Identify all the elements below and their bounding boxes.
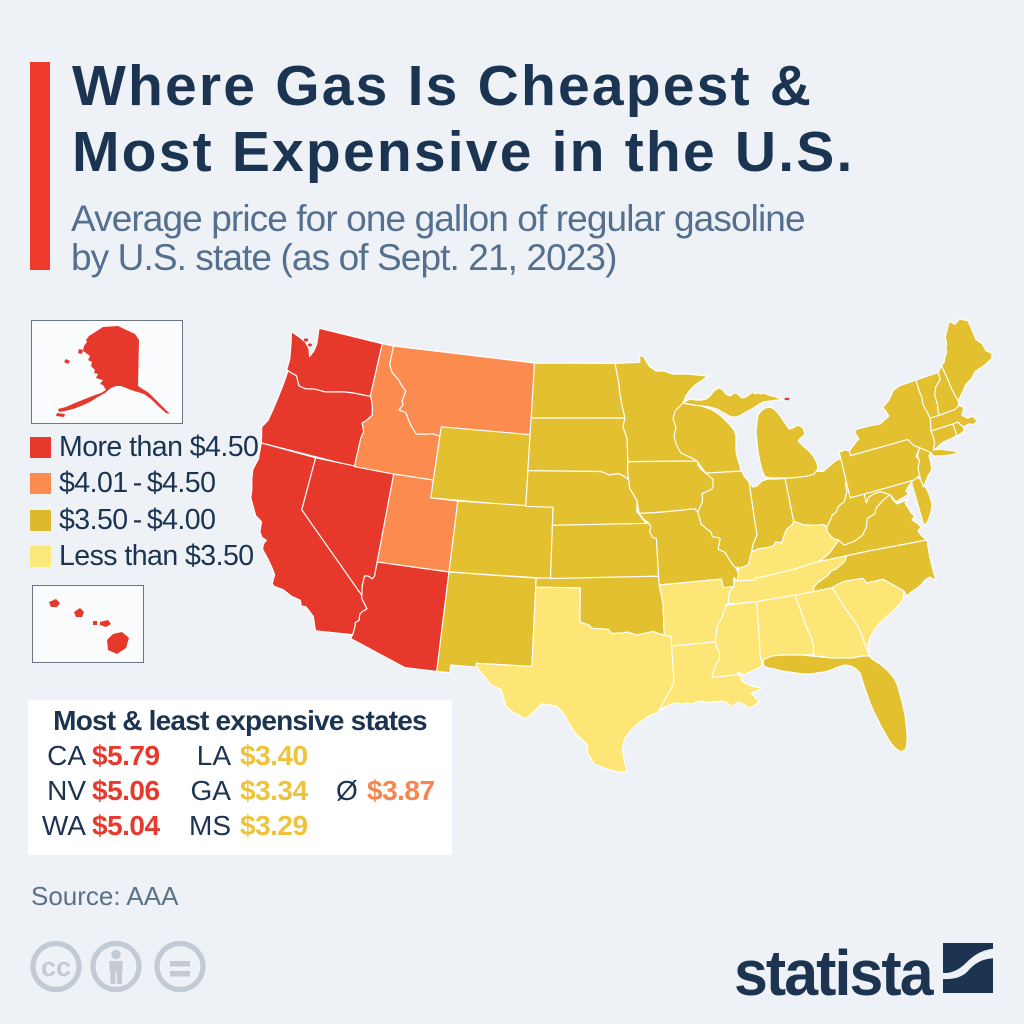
svg-text:cc: cc — [41, 952, 71, 982]
